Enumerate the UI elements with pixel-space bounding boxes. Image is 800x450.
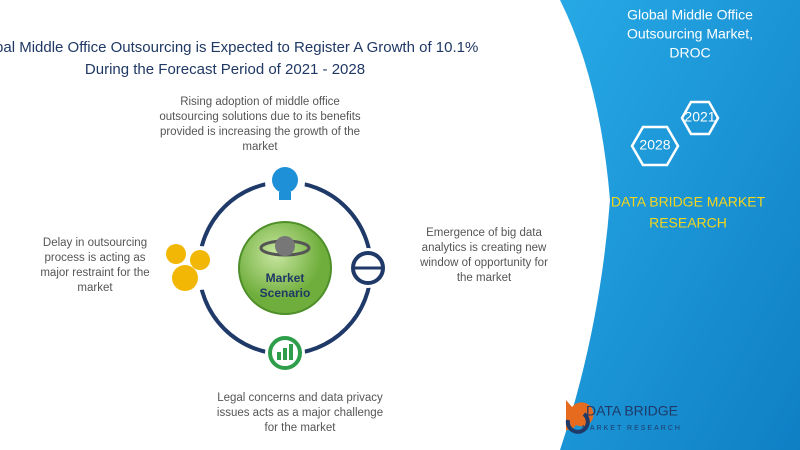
chart-icon	[268, 336, 302, 370]
bulb-icon	[272, 167, 298, 193]
side-panel	[560, 0, 800, 450]
factor-text: for the market	[265, 422, 337, 434]
factor-text: market	[77, 282, 113, 294]
bulb-icon	[279, 192, 291, 200]
title: Global Middle Office Outsourcing is Expe…	[0, 39, 478, 56]
side-title: DROC	[669, 45, 710, 61]
factor-text: major restraint for the	[40, 267, 149, 279]
factor-text: analytics is creating new	[422, 242, 547, 254]
factor-text: provided is increasing the growth of the	[160, 126, 360, 138]
center-label: Market	[266, 271, 305, 285]
chart-icon	[277, 352, 281, 360]
side-title: Outsourcing Market,	[627, 26, 753, 42]
factor-text: Legal concerns and data privacy	[217, 392, 383, 404]
title: During the Forecast Period of 2021 - 202…	[85, 61, 365, 78]
factor-text: outsourcing solutions due to its benefit…	[159, 111, 361, 123]
year: 2028	[639, 137, 670, 153]
factor-text: Delay in outsourcing	[43, 237, 147, 249]
factor-text: issues acts as a major challenge	[217, 407, 383, 419]
chart-icon	[289, 344, 293, 360]
factor-text: Rising adoption of middle office	[180, 96, 340, 108]
coin-icon	[172, 265, 198, 291]
factor-text: Emergence of big data	[426, 227, 542, 239]
factor-text: the market	[457, 272, 512, 284]
coin-icon	[166, 244, 186, 264]
planet-icon	[275, 236, 295, 256]
factor-text: window of opportunity for	[419, 257, 548, 269]
factor-text: market	[242, 141, 278, 153]
hexagon	[630, 125, 680, 167]
brand: DATA BRIDGE MARKET	[611, 194, 766, 210]
chart-icon	[283, 348, 287, 360]
brand: RESEARCH	[649, 215, 727, 231]
factor-text: process is acting as	[45, 252, 146, 264]
hexagon	[680, 100, 720, 136]
side-title: Global Middle Office	[627, 7, 753, 23]
year: 2021	[684, 109, 715, 125]
logo-tagline: MARKET RESEARCH	[582, 425, 682, 432]
logo-mark	[565, 412, 590, 434]
center-circle	[238, 221, 332, 315]
coin-icon	[190, 250, 210, 270]
logo-name: DATA BRIDGE	[586, 403, 678, 419]
factor-texts: Rising adoption of middle office outsour…	[40, 96, 548, 434]
center-label: Scenario	[260, 286, 311, 300]
